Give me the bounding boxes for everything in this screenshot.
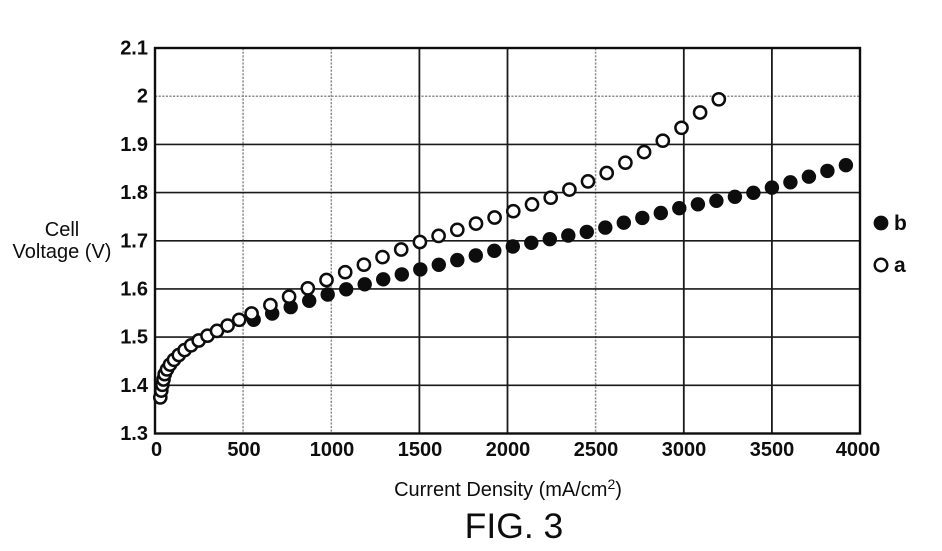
svg-text:1500: 1500 xyxy=(398,439,443,461)
svg-text:a: a xyxy=(894,254,906,277)
svg-text:1.8: 1.8 xyxy=(120,182,148,204)
svg-text:FIG. 3: FIG. 3 xyxy=(465,506,564,546)
svg-text:0: 0 xyxy=(151,439,162,461)
svg-text:1.3: 1.3 xyxy=(120,423,148,445)
svg-text:2.1: 2.1 xyxy=(120,38,148,60)
svg-text:1.7: 1.7 xyxy=(120,230,148,252)
svg-text:4000: 4000 xyxy=(836,439,881,461)
svg-text:1.9: 1.9 xyxy=(120,134,148,156)
svg-text:b: b xyxy=(894,212,907,235)
svg-text:500: 500 xyxy=(227,439,260,461)
svg-text:3500: 3500 xyxy=(750,439,795,461)
svg-text:2000: 2000 xyxy=(486,439,531,461)
svg-text:1.6: 1.6 xyxy=(120,278,148,300)
svg-text:Cell: Cell xyxy=(45,219,79,241)
svg-text:Current Density (mA/cm2): Current Density (mA/cm2) xyxy=(394,476,622,501)
svg-text:Voltage (V): Voltage (V) xyxy=(13,241,112,263)
svg-text:1000: 1000 xyxy=(310,439,355,461)
svg-text:3000: 3000 xyxy=(662,439,707,461)
svg-text:2: 2 xyxy=(137,86,148,108)
svg-text:2500: 2500 xyxy=(574,439,619,461)
svg-text:1.4: 1.4 xyxy=(120,375,149,397)
svg-text:1.5: 1.5 xyxy=(120,327,148,349)
